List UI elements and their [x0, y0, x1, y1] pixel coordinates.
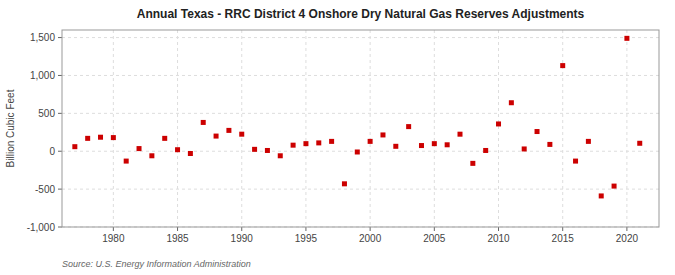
x-grid-line [626, 30, 627, 227]
point [368, 139, 373, 144]
point [612, 184, 617, 189]
point [419, 143, 424, 148]
point [291, 143, 296, 148]
x-tick-label: 2005 [423, 233, 446, 244]
point [111, 135, 116, 140]
x-tick-label: 2020 [616, 233, 639, 244]
point [329, 139, 334, 144]
x-grid-line [113, 30, 114, 227]
x-tick-label: 1980 [102, 233, 125, 244]
x-tick [177, 227, 178, 231]
point [303, 141, 308, 146]
x-tick [241, 227, 242, 231]
point [316, 140, 321, 145]
point [586, 139, 591, 144]
point [175, 147, 180, 152]
point [432, 141, 437, 146]
y-grid-line [62, 75, 659, 76]
x-grid-line [498, 30, 499, 227]
chart-svg: Annual Texas - RRC District 4 Onshore Dr… [0, 0, 675, 275]
point [393, 144, 398, 149]
x-tick-label: 2000 [359, 233, 382, 244]
x-tick-label: 1995 [295, 233, 318, 244]
x-grid-line [434, 30, 435, 227]
x-grid-line [370, 30, 371, 227]
point [188, 151, 193, 156]
point [458, 132, 463, 137]
point [599, 193, 604, 198]
point [380, 132, 385, 137]
x-tick [305, 227, 306, 231]
point [252, 147, 257, 152]
point [509, 100, 514, 105]
y-tick [58, 113, 62, 114]
point [483, 148, 488, 153]
x-tick [370, 227, 371, 231]
y-tick-label: -500 [35, 184, 55, 195]
y-tick-label: 1,000 [30, 70, 55, 81]
point [226, 128, 231, 133]
x-tick-label: 2015 [552, 233, 575, 244]
point [496, 121, 501, 126]
y-tick-label: 500 [38, 108, 55, 119]
point [278, 153, 283, 158]
y-grid-line [62, 189, 659, 190]
x-tick [626, 227, 627, 231]
point [137, 146, 142, 151]
x-tick [113, 227, 114, 231]
y-tick [58, 37, 62, 38]
x-tick-label: 1985 [166, 233, 189, 244]
x-grid-line [305, 30, 306, 227]
x-tick [434, 227, 435, 231]
x-grid-line [562, 30, 563, 227]
title: Annual Texas - RRC District 4 Onshore Dr… [137, 7, 585, 21]
point [624, 36, 629, 41]
axes: -1,000 -500 0 500 1,000 1,500 1980 1985 1990 1995… [27, 30, 659, 244]
x-tick-label: 2010 [487, 233, 510, 244]
x-tick [562, 227, 563, 231]
point [573, 159, 578, 164]
point [265, 148, 270, 153]
y-grid-line [62, 113, 659, 114]
point [470, 161, 475, 166]
y-tick-label: 0 [49, 146, 55, 157]
point [535, 129, 540, 134]
point [547, 142, 552, 147]
point [355, 149, 360, 154]
y-tick-label: -1,000 [27, 222, 56, 233]
point [201, 120, 206, 125]
plot-frame [62, 30, 659, 227]
point [342, 181, 347, 186]
grid [62, 30, 659, 227]
y-tick [58, 151, 62, 152]
y-tick [58, 189, 62, 190]
point [560, 63, 565, 68]
y-grid-line [62, 37, 659, 38]
point [149, 153, 154, 158]
y-tick [58, 75, 62, 76]
point [72, 144, 77, 149]
points [72, 36, 642, 199]
point [239, 132, 244, 137]
point [214, 134, 219, 139]
point [98, 135, 103, 140]
point [85, 136, 90, 141]
point [522, 146, 527, 151]
source-note: Source: U.S. Energy Information Administ… [62, 259, 251, 269]
y-tick-label: 1,500 [30, 32, 55, 43]
y-axis-label: Billion Cubic Feet [5, 89, 16, 167]
y-grid-line [62, 151, 659, 152]
x-grid-line [241, 30, 242, 227]
y-tick [58, 227, 62, 228]
point [162, 136, 167, 141]
point [637, 141, 642, 146]
x-grid-line [177, 30, 178, 227]
point [445, 142, 450, 147]
x-tick [498, 227, 499, 231]
chart-container: Annual Texas - RRC District 4 Onshore Dr… [0, 0, 675, 275]
x-tick-label: 1990 [231, 233, 254, 244]
point [406, 124, 411, 129]
point [124, 159, 129, 164]
